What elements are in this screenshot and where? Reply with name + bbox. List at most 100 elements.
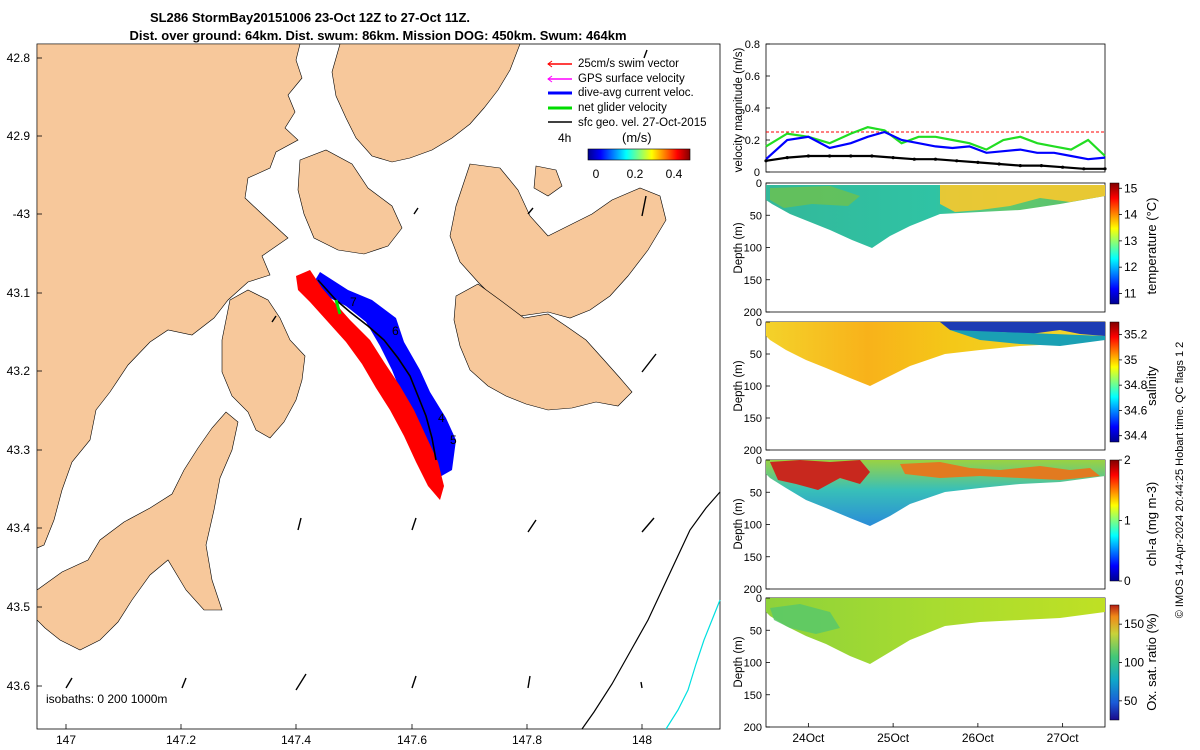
- swim-vectors: [296, 270, 444, 500]
- velocity-point: [891, 156, 895, 160]
- time-tick-label: 26Oct: [962, 731, 995, 745]
- depth-tick-label: 150: [744, 552, 762, 564]
- depth-tick-label: 50: [750, 625, 762, 637]
- velocity-point: [1039, 164, 1043, 168]
- velocity-ytick-label: 0: [754, 167, 760, 179]
- colorbar-tick-label: 34.4: [1124, 429, 1148, 443]
- colorbar-tick-label: 34.8: [1124, 378, 1148, 392]
- land-peninsula: [221, 289, 306, 439]
- depth-tick-label: 0: [756, 593, 762, 605]
- depth-tick-label: 200: [744, 445, 762, 457]
- land-central: [297, 149, 403, 255]
- colorbar-tick-label: 15: [1124, 181, 1138, 195]
- temperature-panel: [765, 182, 1120, 313]
- time-label-6: 6: [392, 324, 399, 338]
- salinity-colorbar-label: salinity: [1144, 366, 1159, 406]
- map-lon-label: 147.8: [512, 733, 542, 747]
- map-lon-label: 147: [56, 733, 76, 747]
- section-ticks: 050100150200111213141505010015020034.434…: [744, 178, 1148, 745]
- sfc-arrow: [641, 195, 647, 217]
- salinity-colorbar: [1109, 321, 1120, 443]
- velocity-point: [955, 159, 959, 163]
- velocity-ytick-label: 0.4: [745, 103, 760, 115]
- depth-tick-label: 200: [744, 307, 762, 319]
- salinity-ylabel: Depth (m): [733, 360, 745, 411]
- velocity-frame: [765, 43, 1106, 173]
- colorbar-tick-label: 13: [1124, 234, 1138, 248]
- chl-bloom: [770, 460, 870, 490]
- map-legend: 25cm/s swim vector GPS surface velocity …: [547, 58, 706, 181]
- map-lat-ticks: 42.8 42.9 -43 43.1 43.2 43.3 43.4 43.5 43.6: [7, 51, 42, 693]
- section-panels: 050100150200111213141505010015020034.434…: [733, 178, 1159, 745]
- chl-ylabel: Depth (m): [733, 498, 745, 549]
- sfc-arrow: [527, 519, 537, 533]
- map-panel: 7 6 4 5 147 147.2 147.4 147.6 147.8 148 42.84…: [7, 43, 721, 747]
- depth-tick-label: 150: [744, 275, 762, 287]
- velocity-point: [849, 154, 853, 158]
- temperature-ylabel: Depth (m): [733, 222, 745, 273]
- sfc-arrow: [181, 677, 187, 689]
- time-label-7: 7: [350, 295, 357, 309]
- oxygen-field: [766, 598, 1105, 664]
- sfc-arrow: [641, 517, 655, 533]
- colorbar-tick-label: 11: [1124, 286, 1137, 300]
- map-lon-label: 147.6: [397, 733, 427, 747]
- land-layer: [37, 44, 667, 651]
- map-lat-label: 43.1: [7, 286, 31, 300]
- colorbar-unit: (m/s): [622, 130, 652, 145]
- legend-arrowhead: [547, 60, 553, 68]
- depth-tick-label: 0: [756, 178, 762, 190]
- map-lon-label: 147.4: [281, 733, 311, 747]
- land-island: [533, 165, 563, 197]
- map-lat-label: -43: [13, 207, 31, 221]
- depth-tick-label: 50: [750, 210, 762, 222]
- oxygen-colorbar-label: Ox. sat. ratio (%): [1144, 613, 1159, 711]
- land-east-lower: [453, 283, 633, 411]
- salinity-transition: [950, 330, 1105, 346]
- velocity-point: [976, 160, 980, 164]
- colorbar-tick-label: 35: [1124, 353, 1138, 367]
- colorbar-tick-label: 50: [1124, 694, 1138, 708]
- map-lat-label: 43.5: [7, 600, 31, 614]
- legend-swim: 25cm/s swim vector: [578, 58, 679, 70]
- map-colorbar-tick: 0.2: [627, 167, 644, 181]
- velocity-ylabel: velocity magnitude (m/s): [733, 48, 745, 173]
- chl-panel: [765, 459, 1120, 590]
- depth-tick-label: 50: [750, 349, 762, 361]
- colorbar-tick-label: 2: [1124, 453, 1131, 467]
- time-tick-label: 25Oct: [877, 731, 910, 745]
- map-lat-label: 43.2: [7, 364, 31, 378]
- depth-tick-label: 200: [744, 722, 762, 734]
- sfc-arrow: [527, 675, 531, 689]
- sfc-arrow: [411, 675, 417, 689]
- depth-tick-label: 50: [750, 487, 762, 499]
- colorbar-tick-label: 100: [1124, 656, 1144, 670]
- salinity-panel: [765, 321, 1120, 451]
- depth-tick-label: 100: [744, 381, 762, 393]
- net-velocity-vector: [334, 299, 342, 315]
- map-lon-ticks: 147 147.2 147.4 147.6 147.8 148: [56, 724, 652, 747]
- velocity-panel: 0 0.2 0.4 0.6 0.8 velocity magnitude (m/s): [733, 39, 1107, 179]
- velocity-ytick-label: 0.6: [745, 71, 760, 83]
- velocity-y-ticks: 0 0.2 0.4 0.6 0.8: [745, 39, 770, 179]
- oxygen-colorbar: [1109, 604, 1120, 721]
- velocity-ytick-label: 0.8: [745, 39, 760, 51]
- sfc-arrow: [297, 517, 302, 531]
- map-colorbar: [587, 148, 691, 161]
- time-label-4: 4: [438, 411, 445, 425]
- land-east-upper: [449, 163, 667, 319]
- land-north: [331, 44, 521, 163]
- colorbar-tick-label: 1: [1124, 514, 1131, 528]
- colorbar-tick-label: 14: [1124, 208, 1138, 222]
- sfc-arrow: [411, 517, 417, 531]
- map-lat-label: 43.6: [7, 679, 31, 693]
- sfc-arrow: [643, 49, 648, 59]
- map-colorbar-tick: 0.4: [666, 167, 683, 181]
- velocity-ytick-label: 0.2: [745, 135, 760, 147]
- chl-bloom-2: [900, 462, 1100, 480]
- time-tick-label: 27Oct: [1047, 731, 1080, 745]
- map-lat-label: 42.8: [7, 51, 31, 65]
- map-lat-label: 43.4: [7, 521, 31, 535]
- map-colorbar-tick: 0: [593, 167, 600, 181]
- legend-dive: dive-avg current veloc.: [578, 87, 694, 99]
